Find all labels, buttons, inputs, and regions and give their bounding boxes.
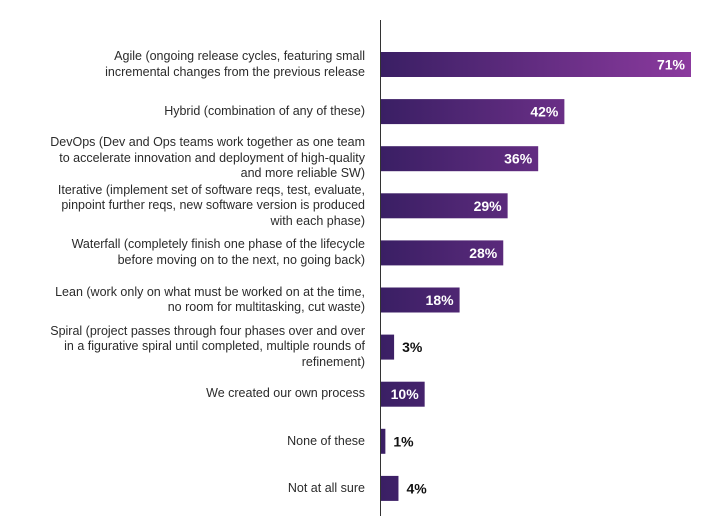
bar [381,146,539,172]
category-label-line: and more reliable SW) [240,166,365,181]
value-label: 3% [402,339,423,355]
category-label-line: Waterfall (completely finish one phase o… [71,237,365,252]
bar [381,334,395,360]
category-label-line: Lean (work only on what must be worked o… [55,284,365,299]
category-label: We created our own process [13,386,365,402]
category-label-line: Not at all sure [287,480,365,495]
category-label: Agile (ongoing release cycles, featuring… [13,49,365,80]
category-label: Not at all sure [13,481,365,497]
value-label: 36% [504,151,533,167]
category-label: Iterative (implement set of software req… [13,183,365,230]
bar [381,287,460,313]
category-label-line: DevOps (Dev and Ops teams work together … [50,135,365,150]
category-label-line: Iterative (implement set of software req… [57,182,365,197]
bar [381,52,691,77]
value-label: 28% [469,245,498,261]
bar [381,428,386,454]
category-label: Spiral (project passes through four phas… [13,324,365,371]
category-label-line: to accelerate innovation and deployment … [59,150,365,165]
value-label: 42% [530,104,559,120]
bar [381,240,504,266]
value-label: 29% [474,198,503,214]
value-label: 10% [391,386,420,402]
category-label-line: We created our own process [206,386,365,401]
category-label: None of these [13,434,365,450]
category-label-line: pinpoint further reqs, new software vers… [61,198,365,213]
bar [381,475,399,501]
category-label-line: no room for multitasking, cut waste) [167,300,365,314]
category-label-line: None of these [287,433,365,448]
category-label: Hybrid (combination of any of these) [13,104,365,120]
value-label: 71% [657,57,686,73]
category-label-line: Hybrid (combination of any of these) [164,103,365,118]
category-label-line: refinement) [301,354,365,369]
bar [381,99,565,125]
category-label: Waterfall (completely finish one phase o… [13,237,365,268]
bar [381,381,425,407]
bar [381,193,508,219]
value-label: 4% [406,480,427,496]
value-label: 1% [393,433,414,449]
category-label-line: Agile (ongoing release cycles, featuring… [114,49,365,63]
category-label-line: before moving on to the next, no going b… [117,252,365,267]
value-label: 18% [426,292,455,308]
category-label-line: in a figurative spiral until completed, … [64,339,365,354]
category-label: DevOps (Dev and Ops teams work together … [13,135,365,182]
category-label-line: incremental changes from the previous re… [105,64,365,79]
category-label-line: with each phase) [270,213,365,228]
category-label: Lean (work only on what must be worked o… [13,285,365,316]
category-label-line: Spiral (project passes through four phas… [50,323,365,338]
